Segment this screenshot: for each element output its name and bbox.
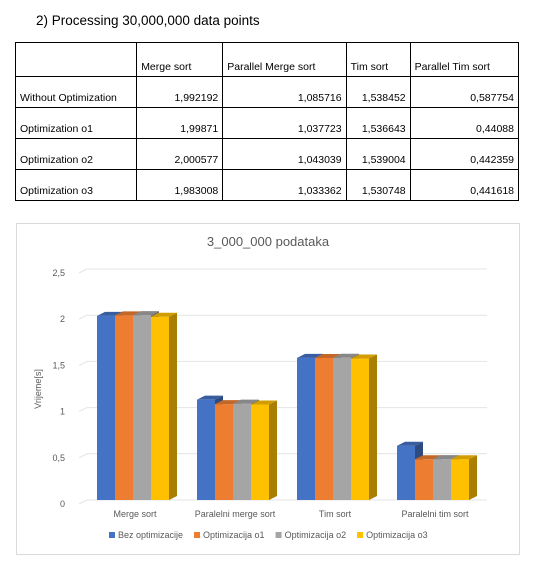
value-cell: 1,033362	[223, 170, 346, 201]
value-cell: 1,539004	[346, 139, 410, 170]
legend-label: Optimizacija o2	[285, 530, 347, 540]
table-header-cell: Tim sort	[346, 43, 410, 77]
gridline-side	[79, 500, 87, 504]
legend-label: Optimizacija o1	[203, 530, 265, 540]
value-cell: 0,441618	[410, 170, 518, 201]
value-cell: 0,587754	[410, 77, 518, 108]
y-axis-label: Vrijeme[s]	[33, 369, 43, 409]
gridline-side	[79, 454, 87, 458]
bar	[397, 446, 415, 500]
legend-label: Bez optimizacije	[118, 530, 183, 540]
value-cell: 1,992192	[137, 77, 223, 108]
x-category-label: Merge sort	[113, 509, 157, 519]
row-label-cell: Without Optimization	[16, 77, 137, 108]
bar	[151, 317, 169, 500]
legend-swatch	[276, 532, 282, 538]
bar	[97, 316, 115, 500]
y-tick-label: 0	[60, 499, 65, 509]
value-cell: 1,043039	[223, 139, 346, 170]
row-label-cell: Optimization o1	[16, 108, 137, 139]
x-category-label: Paralelni merge sort	[195, 509, 276, 519]
results-table: Merge sort Parallel Merge sort Tim sort Par…	[15, 42, 519, 201]
value-cell: 1,99871	[137, 108, 223, 139]
value-cell: 0,442359	[410, 139, 518, 170]
bar	[315, 358, 333, 500]
table-row: Optimization o1 1,99871 1,037723 1,536643 0,…	[16, 108, 519, 139]
table-header-row: Merge sort Parallel Merge sort Tim sort Par…	[16, 43, 519, 77]
bar	[251, 405, 269, 500]
table-header-cell: Parallel Tim sort	[410, 43, 518, 77]
table-header-cell: Parallel Merge sort	[223, 43, 346, 77]
table-header-cell	[16, 43, 137, 77]
bar	[215, 404, 233, 500]
value-cell: 1,530748	[346, 170, 410, 201]
row-label-cell: Optimization o3	[16, 170, 137, 201]
x-category-label: Tim sort	[319, 509, 352, 519]
table-row: Optimization o2 2,000577 1,043039 1,539004 0…	[16, 139, 519, 170]
table-row: Without Optimization 1,992192 1,085716 1,53…	[16, 77, 519, 108]
row-label-cell: Optimization o2	[16, 139, 137, 170]
y-tick-label: 0,5	[52, 453, 65, 463]
value-cell: 1,536643	[346, 108, 410, 139]
gridline-side	[79, 361, 87, 365]
chart-svg: 3_000_000 podataka 0 0,5 1 1,5 2 2,5 Vrijeme[s]…	[17, 224, 519, 554]
legend-swatch	[357, 532, 363, 538]
table-header-cell: Merge sort	[137, 43, 223, 77]
bar	[415, 459, 433, 500]
bar	[451, 459, 469, 500]
y-tick-label: 1,5	[52, 360, 65, 370]
value-cell: 1,085716	[223, 77, 346, 108]
legend-swatch	[109, 532, 115, 538]
bar	[297, 358, 315, 500]
bar-side	[369, 355, 377, 500]
bar	[197, 400, 215, 500]
bar-chart: 3_000_000 podataka 0 0,5 1 1,5 2 2,5 Vrijeme[s]…	[16, 223, 520, 555]
value-cell: 2,000577	[137, 139, 223, 170]
x-category-label: Paralelni tim sort	[401, 509, 469, 519]
y-tick-label: 2	[60, 314, 65, 324]
y-tick-label: 1	[60, 407, 65, 417]
chart-title: 3_000_000 podataka	[207, 234, 330, 249]
bar	[433, 459, 451, 500]
section-heading: 2) Processing 30,000,000 data points	[36, 13, 260, 28]
value-cell: 1,983008	[137, 170, 223, 201]
table-row: Optimization o3 1,983008 1,033362 1,530748 0…	[16, 170, 519, 201]
legend-swatch	[194, 532, 200, 538]
value-cell: 1,037723	[223, 108, 346, 139]
bar-side	[469, 455, 477, 500]
gridline-side	[79, 408, 87, 412]
bar-side	[169, 313, 177, 500]
y-tick-label: 2,5	[52, 268, 65, 278]
bar	[115, 315, 133, 500]
bar	[351, 359, 369, 500]
value-cell: 1,538452	[346, 77, 410, 108]
legend-label: Optimizacija o3	[366, 530, 428, 540]
gridline-side	[79, 269, 87, 273]
gridline-side	[79, 315, 87, 319]
bar	[233, 404, 251, 500]
bar-side	[269, 401, 277, 500]
bar	[333, 358, 351, 500]
bar	[133, 315, 151, 500]
value-cell: 0,44088	[410, 108, 518, 139]
